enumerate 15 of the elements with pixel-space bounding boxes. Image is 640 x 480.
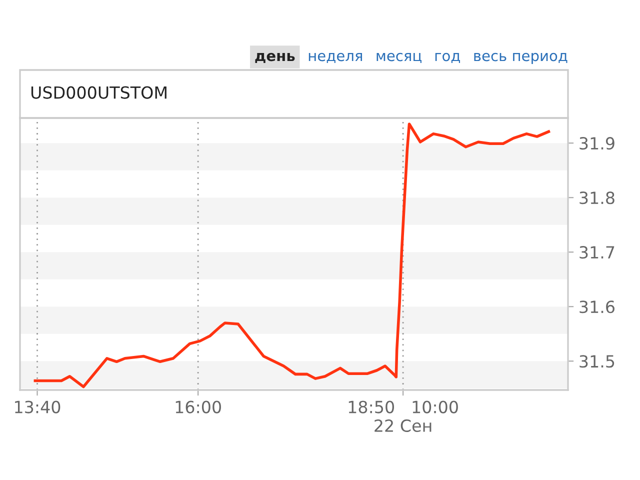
y-tick-label: 31.8 (580, 192, 614, 204)
x-tick-label: 16:00 (176, 400, 221, 414)
text: месяц (376, 52, 422, 64)
text: неделя (308, 52, 362, 64)
x-tick-label: 13:40 (15, 400, 60, 414)
text: весь период (474, 52, 568, 64)
y-tick-label: 31.6 (580, 300, 614, 314)
chart-title: USD000UTSTOM (31, 86, 166, 99)
y-tick-label: 31.5 (580, 355, 614, 368)
x-tick-label: 18:50 10:00 22 Сен (348, 400, 458, 432)
text: год (435, 52, 460, 64)
line-series (34, 122, 550, 388)
text: день (255, 52, 295, 64)
y-tick-label: 31.9 (580, 137, 614, 150)
y-tick-label: 31.7 (580, 246, 614, 259)
